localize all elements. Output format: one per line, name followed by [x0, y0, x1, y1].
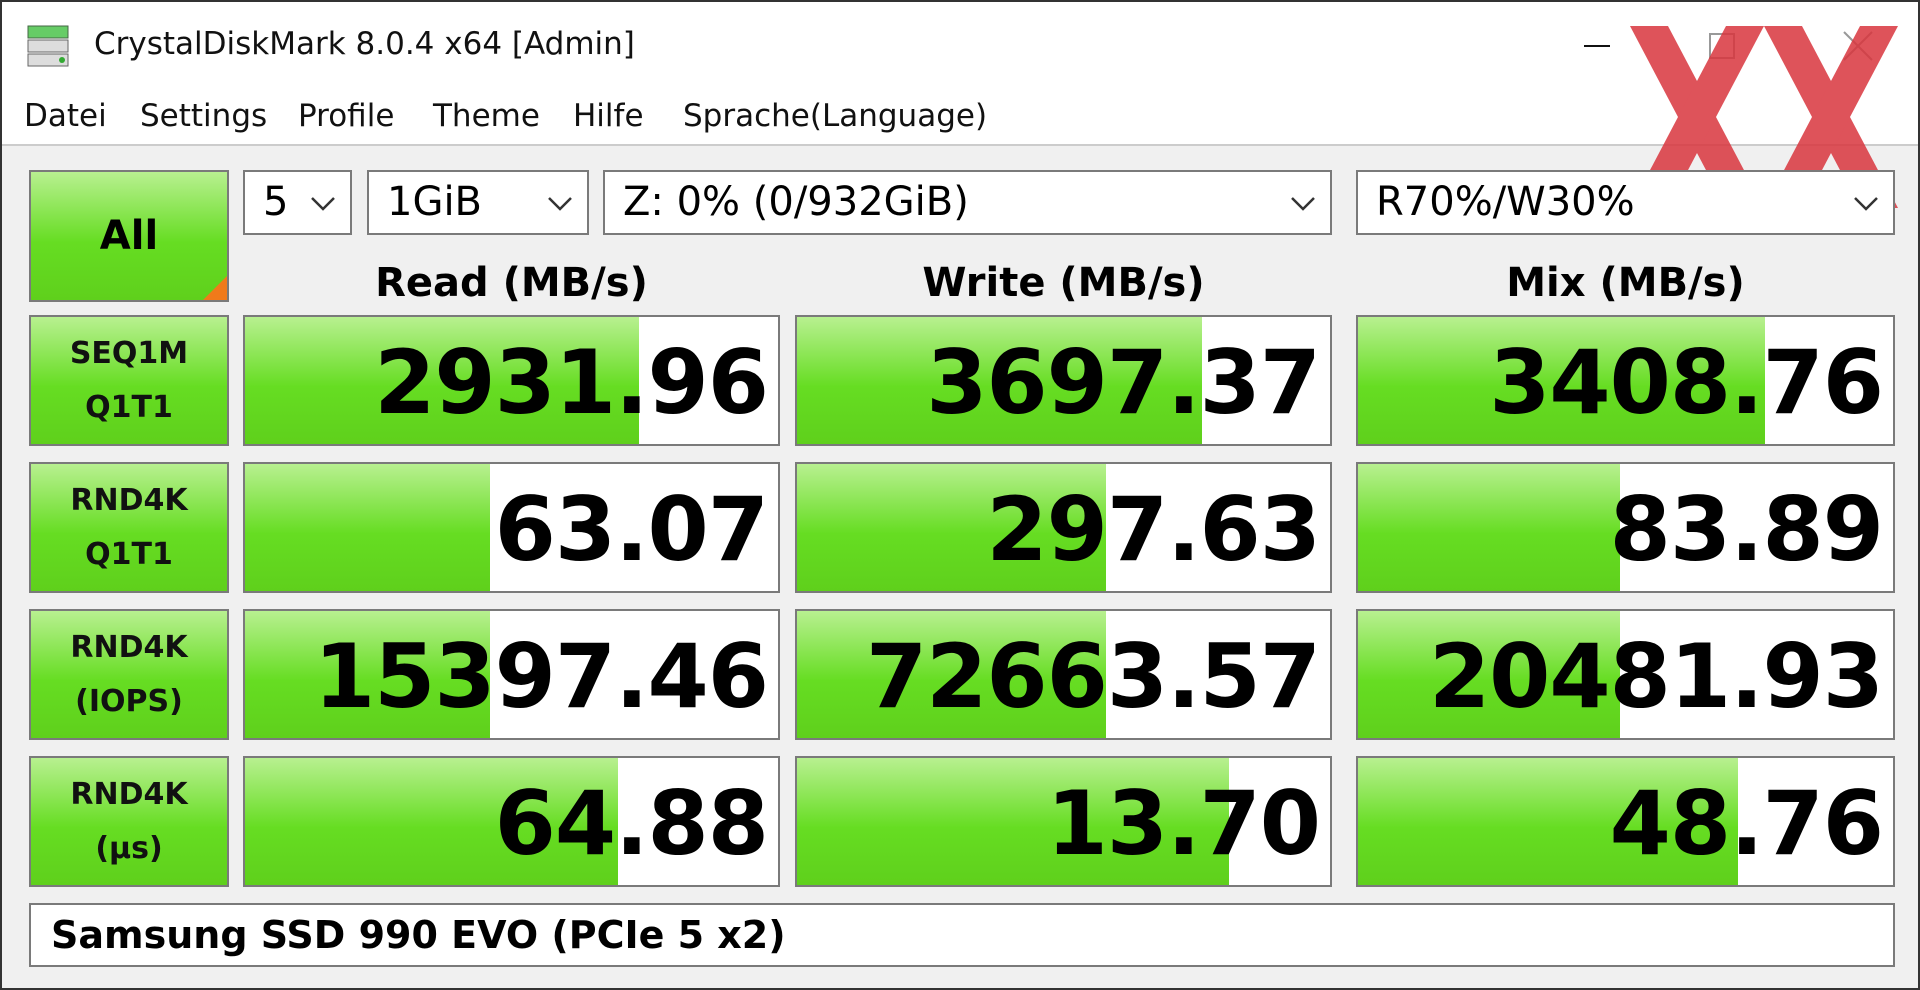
menu-bar	[2, 92, 1918, 146]
dropdown[interactable]: 5	[243, 170, 352, 235]
row-label: Q1T1	[85, 537, 173, 572]
result-bar	[1358, 758, 1738, 885]
result-cell: 83.89	[1356, 462, 1895, 593]
result-cell: 13.70	[795, 756, 1332, 887]
result-value: 48.76	[1609, 772, 1884, 875]
title-bar: CrystalDiskMark 8.0.4 x64 [Admin]	[2, 2, 1918, 92]
row-label: (µs)	[95, 831, 163, 866]
result-cell: 297.63	[795, 462, 1332, 593]
result-bar	[245, 317, 640, 444]
result-cell: 15397.46	[243, 609, 780, 740]
watermark-logo	[1630, 26, 1898, 208]
row-button[interactable]: SEQ1M Q1T1	[29, 315, 229, 446]
result-cell: 3408.76	[1356, 315, 1895, 446]
result-value: 72663.57	[865, 625, 1321, 728]
result-value: 63.07	[494, 478, 769, 581]
dropdown-arrow	[1291, 197, 1315, 211]
row-label: RND4K	[70, 777, 188, 812]
column-header: Mix (MB/s)	[1506, 260, 1745, 306]
row-label: RND4K	[70, 630, 188, 665]
dropdown[interactable]: R70%/W30%	[1356, 170, 1895, 235]
app-icon	[27, 25, 69, 67]
row-button[interactable]: RND4K Q1T1	[29, 462, 229, 593]
result-bar	[797, 464, 1107, 591]
menu-item[interactable]: Hilfe	[573, 98, 644, 134]
row-label: SEQ1M	[69, 336, 189, 371]
row-label: (IOPS)	[75, 684, 183, 719]
result-bar	[797, 758, 1229, 885]
result-bar	[245, 464, 491, 591]
result-bar	[797, 317, 1203, 444]
dropdown-value: Z: 0% (0/932GiB)	[623, 179, 969, 225]
dropdown[interactable]: 1GiB	[367, 170, 589, 235]
row-label: RND4K	[70, 483, 188, 518]
result-bar	[1358, 317, 1765, 444]
dropdown-value: R70%/W30%	[1376, 179, 1635, 225]
menu-item[interactable]: Settings	[140, 98, 268, 134]
result-value: 2931.96	[374, 331, 769, 434]
dropdown-arrow	[311, 197, 335, 211]
all-button-label: All	[99, 213, 159, 259]
result-cell: 72663.57	[795, 609, 1332, 740]
all-button[interactable]: All	[29, 170, 229, 302]
row-label: Q1T1	[85, 390, 173, 425]
dropdown-arrow	[1854, 197, 1878, 211]
menu-item[interactable]: Sprache(Language)	[683, 98, 988, 134]
result-value: 3697.37	[926, 331, 1321, 434]
dropdown-value: 1GiB	[387, 179, 482, 225]
menu-item[interactable]: Profile	[298, 98, 395, 134]
result-value: 15397.46	[313, 625, 769, 728]
result-bar	[1358, 611, 1621, 738]
result-value: 297.63	[986, 478, 1321, 581]
result-bar	[245, 611, 491, 738]
corner-marker	[203, 276, 227, 300]
result-bar	[245, 758, 619, 885]
result-value: 20481.93	[1428, 625, 1884, 728]
dropdown-value: 5	[263, 179, 289, 225]
result-value: 13.70	[1046, 772, 1321, 875]
result-value: 3408.76	[1489, 331, 1884, 434]
row-button[interactable]: RND4K (µs)	[29, 756, 229, 887]
result-value: 83.89	[1609, 478, 1884, 581]
result-cell: 64.88	[243, 756, 780, 887]
row-button[interactable]: RND4K (IOPS)	[29, 609, 229, 740]
result-cell: 48.76	[1356, 756, 1895, 887]
column-header: Read (MB/s)	[375, 260, 648, 306]
result-cell: 63.07	[243, 462, 780, 593]
result-bar	[1358, 464, 1621, 591]
result-cell: 2931.96	[243, 315, 780, 446]
result-cell: 3697.37	[795, 315, 1332, 446]
result-bar	[797, 611, 1107, 738]
result-value: 64.88	[494, 772, 769, 875]
drive-comment[interactable]: Samsung SSD 990 EVO (PCIe 5 x2)	[29, 903, 1895, 967]
column-header: Write (MB/s)	[922, 260, 1205, 306]
menu-item[interactable]: Theme	[433, 98, 540, 134]
result-cell: 20481.93	[1356, 609, 1895, 740]
window-title: CrystalDiskMark 8.0.4 x64 [Admin]	[94, 26, 635, 62]
dropdown[interactable]: Z: 0% (0/932GiB)	[603, 170, 1332, 235]
dropdown-arrow	[548, 197, 572, 211]
menu-item[interactable]: Datei	[24, 98, 107, 134]
